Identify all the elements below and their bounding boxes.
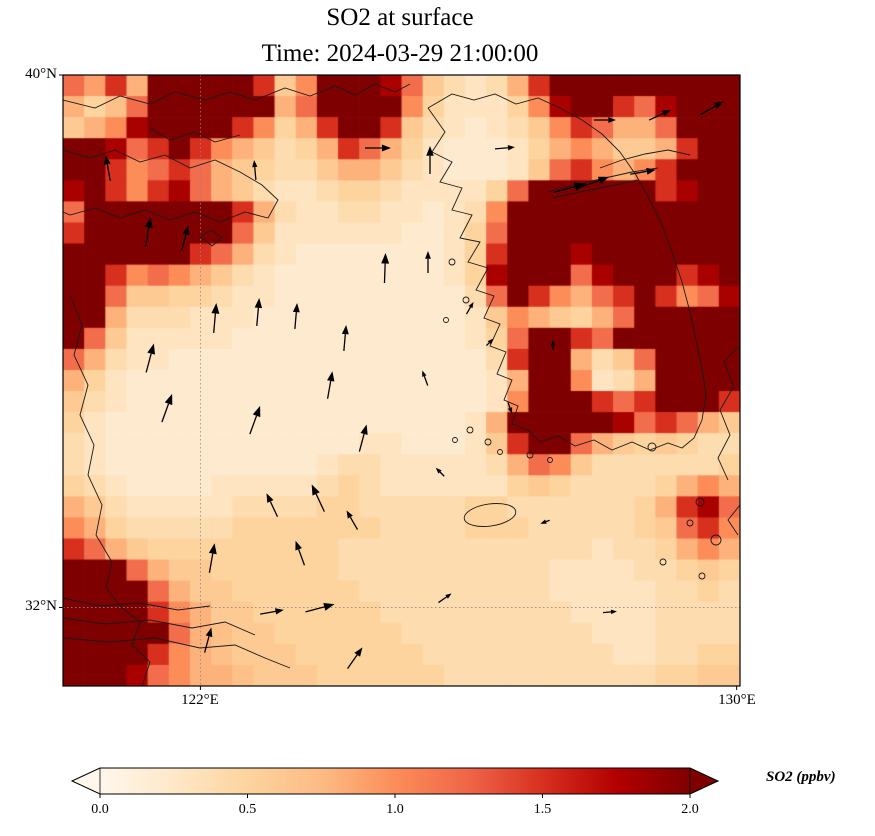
colorbar-tick-label: 1.0 bbox=[386, 802, 404, 817]
colorbar: 0.0 0.5 1.0 1.5 2.0 bbox=[70, 767, 720, 817]
colorbar-tick-label: 0.0 bbox=[91, 802, 109, 817]
y-tick-40n: 40°N bbox=[25, 66, 57, 82]
colorbar-over-arrow bbox=[690, 768, 718, 794]
so2-heatmap-canvas bbox=[63, 75, 740, 686]
y-tick-32n: 32°N bbox=[25, 598, 57, 614]
colorbar-tick-label: 0.5 bbox=[239, 802, 257, 817]
colorbar-outline bbox=[70, 767, 720, 795]
colorbar-under-arrow bbox=[72, 768, 100, 794]
colorbar-label: SO2 (ppbv) bbox=[766, 769, 836, 785]
colorbar-tick-label: 2.0 bbox=[681, 802, 699, 817]
x-tick-130e: 130°E bbox=[718, 692, 756, 708]
colorbar-tick-label: 1.5 bbox=[534, 802, 552, 817]
colorbar-gradient bbox=[100, 768, 690, 794]
x-tick-122e: 122°E bbox=[181, 692, 219, 708]
chart-title: SO2 at surface bbox=[326, 4, 474, 31]
chart-subtitle: Time: 2024-03-29 21:00:00 bbox=[261, 40, 539, 67]
